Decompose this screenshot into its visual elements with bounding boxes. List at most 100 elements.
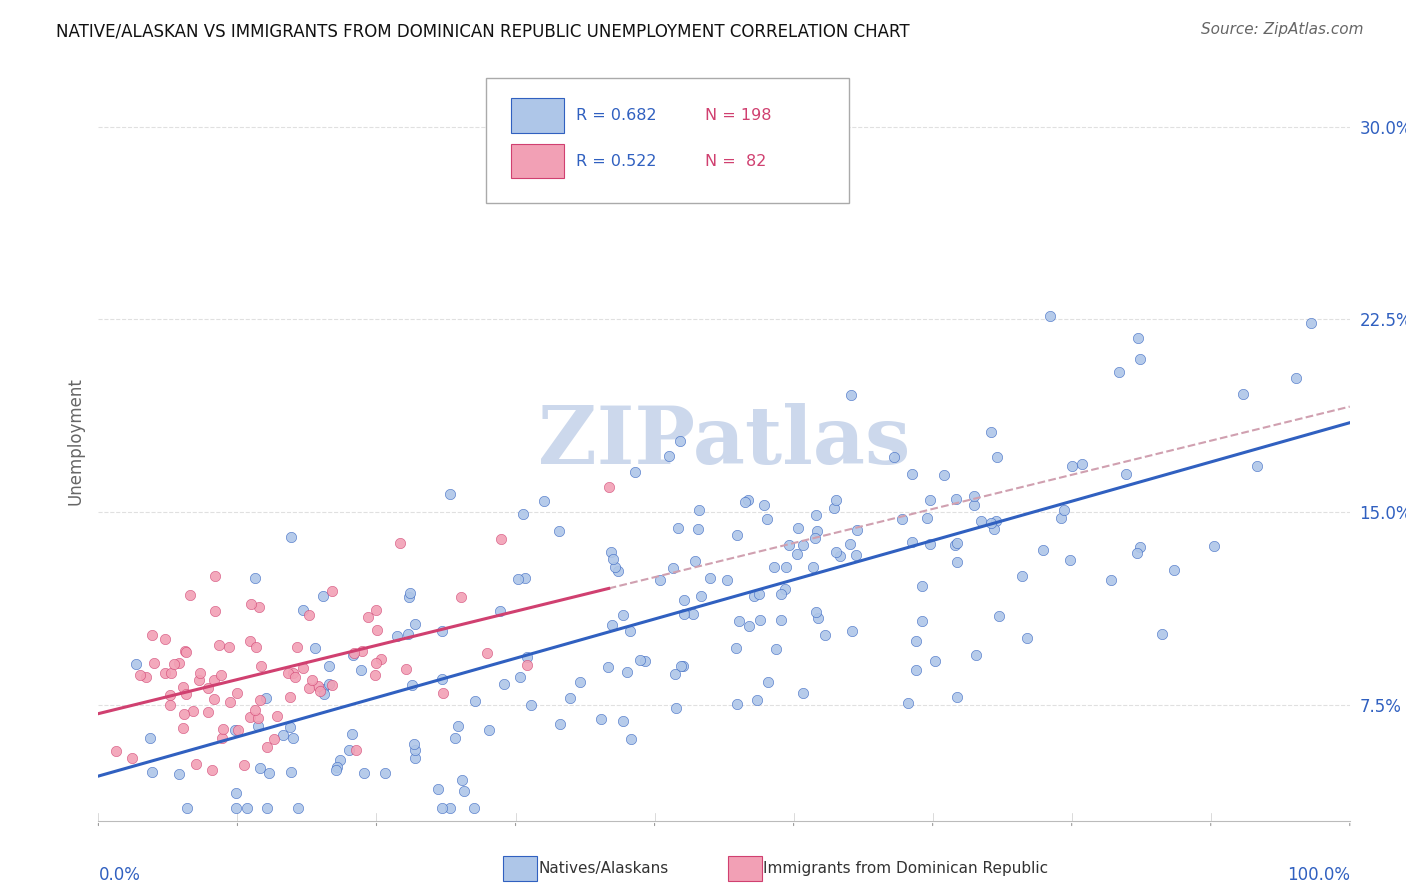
Point — [628, 653, 651, 667]
Point — [589, 712, 612, 726]
Point — [357, 609, 380, 624]
Point — [1032, 542, 1054, 557]
Point — [839, 537, 862, 551]
Point — [804, 508, 827, 522]
Point — [219, 695, 242, 709]
Point — [963, 489, 986, 503]
Point — [142, 657, 165, 671]
Point — [803, 531, 825, 545]
Point — [669, 659, 692, 673]
Point — [607, 565, 630, 579]
Point — [734, 495, 756, 509]
Point — [987, 609, 1010, 624]
Point — [209, 668, 232, 682]
Point — [920, 493, 942, 508]
Point — [159, 688, 181, 702]
Text: 0.0%: 0.0% — [98, 866, 141, 884]
Point — [172, 721, 194, 735]
Point — [682, 607, 704, 621]
FancyBboxPatch shape — [486, 78, 849, 202]
Point — [285, 640, 308, 655]
Point — [620, 732, 643, 747]
Point — [225, 686, 247, 700]
Point — [932, 468, 955, 483]
Point — [388, 536, 411, 550]
Point — [404, 617, 426, 632]
Point — [278, 720, 301, 734]
Point — [688, 502, 710, 516]
Point — [506, 572, 529, 586]
Point — [353, 765, 375, 780]
Point — [447, 719, 470, 733]
Point — [688, 522, 710, 536]
Point — [404, 751, 426, 765]
Point — [439, 801, 461, 815]
Point — [548, 524, 571, 538]
Point — [153, 632, 176, 646]
Point — [139, 731, 162, 745]
Point — [1053, 503, 1076, 517]
Point — [742, 589, 765, 603]
Point — [141, 764, 163, 779]
Point — [488, 603, 510, 617]
Point — [755, 512, 778, 526]
Point — [125, 657, 148, 671]
FancyBboxPatch shape — [512, 144, 564, 178]
Point — [176, 801, 198, 815]
Point — [602, 551, 624, 566]
Point — [404, 743, 426, 757]
Point — [278, 690, 301, 704]
Point — [197, 706, 219, 720]
Point — [920, 537, 942, 551]
Text: R = 0.682: R = 0.682 — [576, 108, 657, 123]
Point — [291, 661, 314, 675]
Point — [915, 510, 938, 524]
Point — [901, 534, 924, 549]
Text: Source: ZipAtlas.com: Source: ZipAtlas.com — [1201, 22, 1364, 37]
Point — [342, 648, 364, 663]
Point — [568, 674, 591, 689]
Point — [181, 704, 204, 718]
Point — [129, 668, 152, 682]
Point — [280, 530, 302, 544]
Point — [256, 801, 278, 815]
Point — [901, 467, 924, 481]
Point — [450, 590, 472, 604]
Point — [765, 642, 787, 657]
Point — [202, 673, 225, 687]
Point — [298, 607, 321, 622]
Point — [318, 658, 340, 673]
Point — [984, 514, 1007, 528]
Point — [212, 722, 235, 736]
Point — [560, 691, 582, 706]
Point — [202, 692, 225, 706]
Point — [395, 661, 418, 675]
Point — [672, 659, 695, 673]
Point — [786, 521, 808, 535]
Point — [619, 624, 641, 638]
Text: N =  82: N = 82 — [706, 153, 766, 169]
Point — [329, 753, 352, 767]
Point — [249, 693, 271, 707]
Point — [946, 535, 969, 549]
Text: NATIVE/ALASKAN VS IMMIGRANTS FROM DOMINICAN REPUBLIC UNEMPLOYMENT CORRELATION CH: NATIVE/ALASKAN VS IMMIGRANTS FROM DOMINI… — [56, 22, 910, 40]
Point — [515, 571, 537, 585]
Point — [612, 608, 634, 623]
Point — [301, 673, 323, 687]
Point — [464, 694, 486, 708]
Point — [666, 521, 689, 535]
Point — [749, 613, 772, 627]
Point — [520, 698, 543, 713]
Point — [402, 737, 425, 751]
Point — [245, 640, 267, 654]
Y-axis label: Unemployment: Unemployment — [66, 377, 84, 506]
Point — [163, 657, 186, 671]
Point — [943, 538, 966, 552]
Point — [492, 676, 515, 690]
Point — [634, 654, 657, 668]
Point — [399, 586, 422, 600]
Point — [224, 723, 246, 737]
Point — [167, 656, 190, 670]
Point — [600, 617, 623, 632]
Point — [725, 697, 748, 711]
